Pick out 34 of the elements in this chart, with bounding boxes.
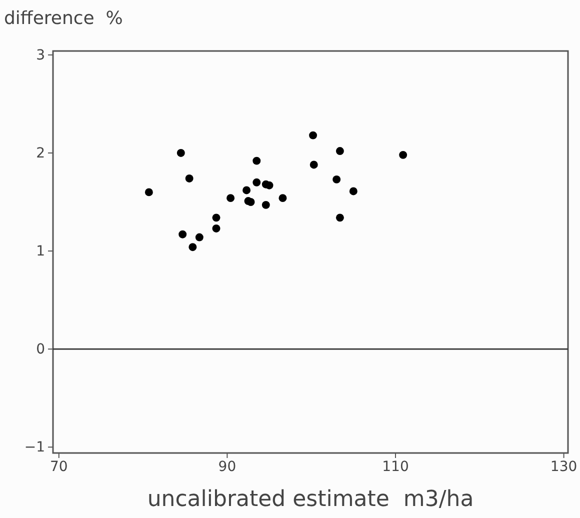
point — [226, 194, 235, 202]
point — [195, 233, 204, 242]
point — [185, 174, 194, 182]
point — [176, 148, 185, 157]
point — [188, 243, 197, 252]
point — [309, 131, 318, 140]
point — [212, 224, 220, 232]
y-tick-label: 2 — [36, 145, 45, 162]
point — [349, 187, 358, 196]
point — [178, 230, 187, 238]
y-tick-label: 0 — [36, 342, 45, 358]
y-axis-title: difference % — [4, 8, 123, 29]
point — [332, 175, 341, 184]
point — [252, 178, 261, 186]
point — [399, 150, 408, 159]
point — [252, 156, 261, 165]
point — [246, 198, 255, 206]
point — [262, 200, 270, 209]
y-tick-label: 3 — [36, 47, 45, 64]
point — [278, 194, 287, 202]
point — [336, 214, 344, 222]
y-tick-label: 1 — [36, 244, 45, 260]
point — [212, 214, 220, 222]
x-tick-label: 110 — [382, 458, 409, 475]
x-tick-label: 90 — [218, 458, 236, 475]
x-tick-label: 70 — [50, 458, 68, 475]
point — [336, 147, 344, 155]
x-tick-label: 130 — [550, 458, 578, 475]
point — [310, 160, 318, 169]
point — [242, 186, 251, 194]
x-axis-title: uncalibrated estimate m3/ha — [147, 487, 474, 512]
point — [144, 188, 153, 196]
point — [265, 181, 274, 190]
y-tick-label: −1 — [24, 440, 45, 456]
